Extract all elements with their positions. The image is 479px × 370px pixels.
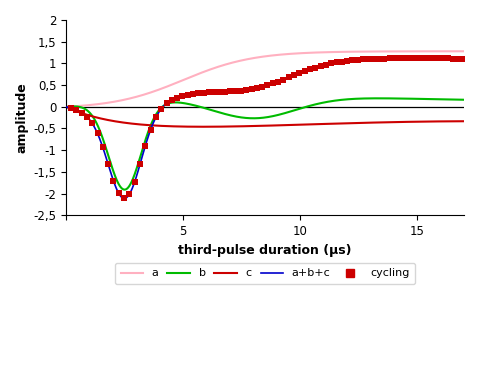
Point — [232, 88, 240, 94]
Point — [412, 55, 420, 61]
Point — [88, 120, 96, 126]
Point — [296, 70, 303, 76]
Point — [131, 179, 138, 185]
Point — [242, 87, 250, 93]
Point — [391, 56, 399, 61]
Point — [402, 55, 410, 61]
Point — [248, 86, 255, 92]
Point — [78, 110, 85, 115]
Point — [290, 73, 298, 78]
Point — [269, 81, 276, 87]
Point — [306, 66, 314, 72]
Point — [189, 91, 197, 97]
Point — [375, 56, 383, 61]
Point — [173, 95, 181, 101]
Point — [163, 100, 171, 106]
Point — [141, 143, 149, 149]
Point — [94, 131, 102, 137]
Point — [263, 82, 271, 88]
Point — [354, 57, 362, 63]
Point — [227, 88, 234, 94]
Point — [397, 56, 404, 61]
Legend: a, b, c, a+b+c, cycling: a, b, c, a+b+c, cycling — [115, 263, 415, 284]
Point — [327, 60, 335, 66]
Point — [280, 77, 287, 83]
Point — [179, 93, 186, 99]
Point — [322, 62, 330, 68]
Point — [311, 65, 319, 71]
Point — [428, 56, 436, 61]
Point — [439, 56, 446, 61]
X-axis label: third-pulse duration (μs): third-pulse duration (μs) — [178, 243, 352, 256]
Point — [152, 114, 160, 120]
Point — [158, 106, 165, 112]
Point — [67, 105, 75, 111]
Point — [120, 195, 128, 201]
Point — [317, 63, 324, 69]
Point — [194, 90, 202, 96]
Point — [216, 89, 224, 95]
Point — [301, 68, 308, 74]
Point — [365, 56, 372, 62]
Point — [343, 58, 351, 64]
Point — [285, 74, 293, 80]
Point — [136, 161, 144, 167]
Point — [221, 89, 229, 95]
Point — [407, 55, 415, 61]
Point — [444, 56, 452, 61]
Point — [258, 84, 266, 90]
Point — [433, 56, 441, 61]
Point — [72, 107, 80, 113]
Point — [450, 56, 457, 61]
Point — [147, 127, 154, 132]
Point — [333, 60, 341, 65]
Point — [460, 56, 468, 62]
Point — [274, 78, 282, 84]
Point — [455, 56, 463, 61]
Point — [110, 178, 117, 184]
Point — [359, 56, 367, 62]
Point — [184, 92, 192, 98]
Point — [205, 90, 213, 95]
Point — [168, 97, 176, 103]
Point — [338, 58, 346, 64]
Point — [200, 90, 207, 96]
Point — [380, 56, 388, 61]
Point — [418, 55, 425, 61]
Point — [423, 55, 431, 61]
Y-axis label: amplitude: amplitude — [15, 82, 28, 153]
Point — [99, 145, 107, 151]
Point — [370, 56, 377, 62]
Point — [211, 89, 218, 95]
Point — [253, 85, 261, 91]
Point — [115, 191, 123, 196]
Point — [237, 88, 245, 94]
Point — [349, 57, 356, 63]
Point — [386, 56, 393, 61]
Point — [104, 161, 112, 167]
Point — [125, 191, 133, 197]
Point — [83, 114, 91, 120]
